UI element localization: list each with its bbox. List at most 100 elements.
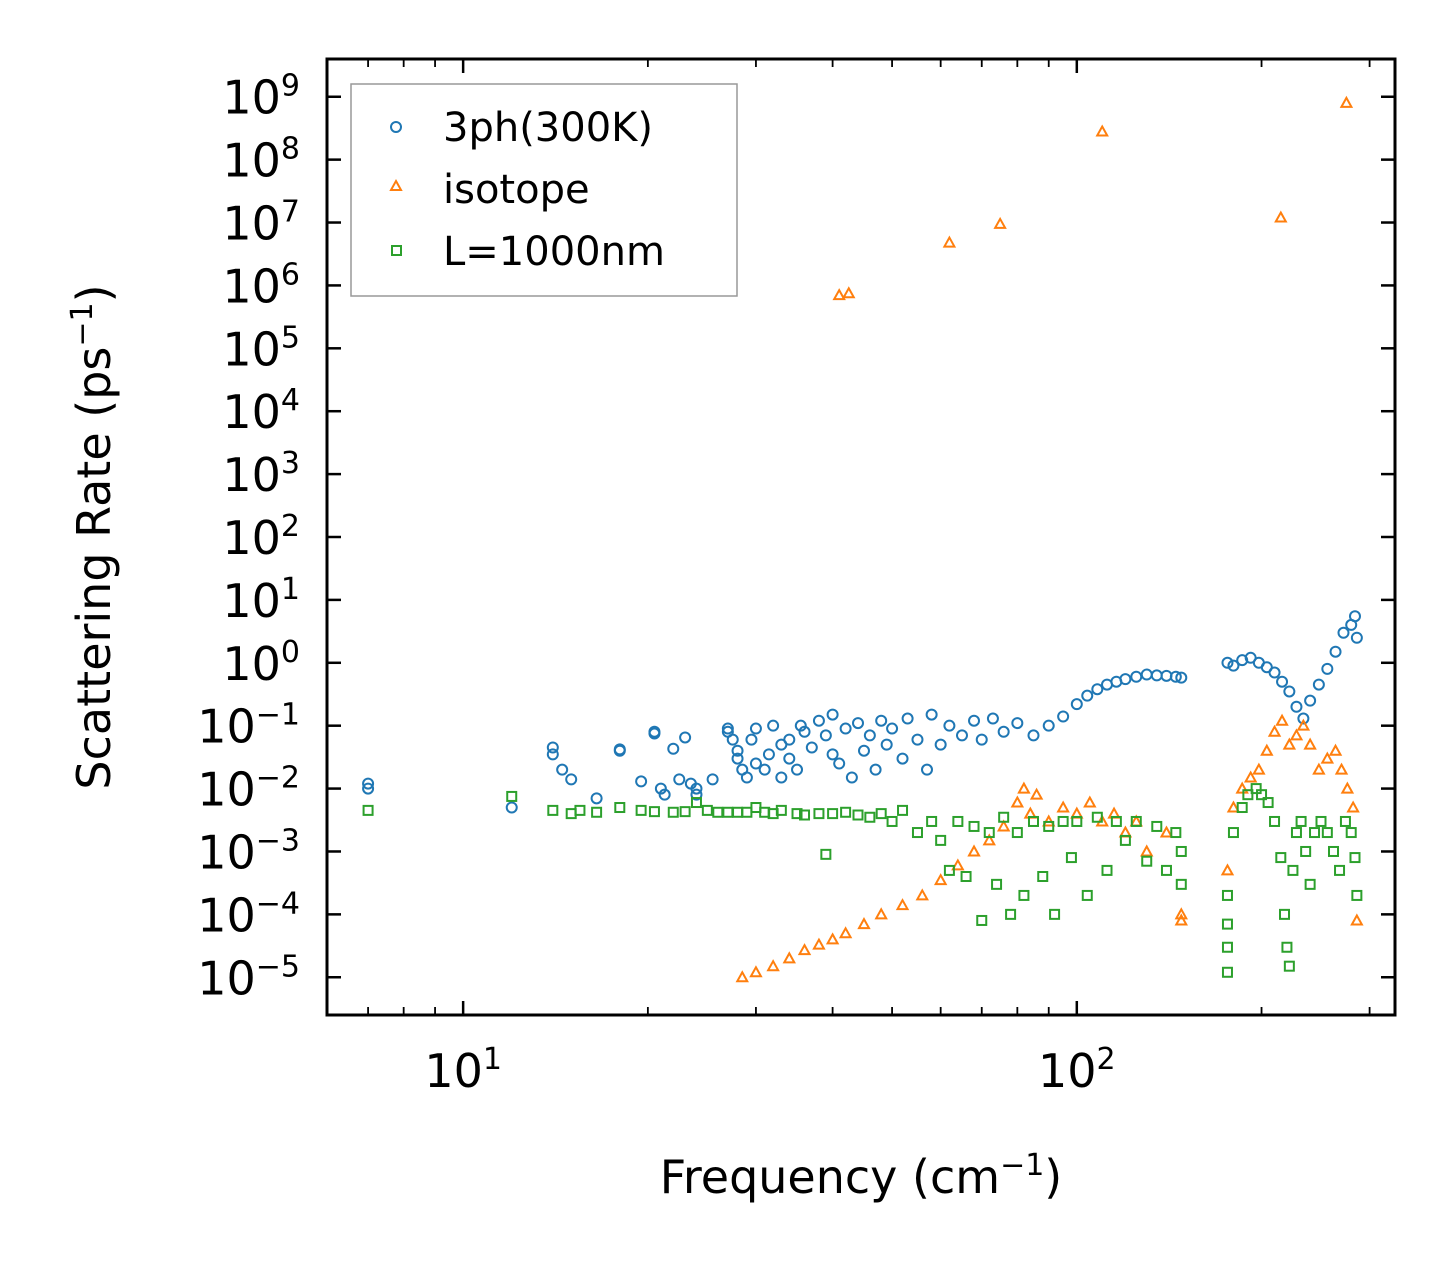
point-2-32 [911,827,923,839]
point-2-9 [667,806,679,818]
point-0-56 [886,722,899,735]
point-1-19 [933,873,948,886]
point-0-50 [852,717,865,730]
point-1-20 [951,858,965,871]
point-1-24 [1010,795,1025,808]
point-1-39 [1174,913,1188,926]
point-1-48 [1282,737,1297,750]
point-0-14 [658,788,671,801]
point-0-33 [762,748,775,761]
point-0-43 [812,714,825,727]
point-0-71 [1042,719,1055,732]
point-0-46 [826,748,839,761]
x-tick-label: 101 [424,1042,502,1098]
x-axis-title-sup: −1 [1000,1148,1044,1183]
point-2-93 [1351,889,1363,901]
point-2-34 [935,834,947,846]
point-2-81 [1290,827,1302,839]
data-marks [362,95,1364,983]
point-1-57 [1346,800,1360,813]
point-2-10 [679,806,691,818]
point-0-72 [1057,710,1070,723]
y-tick-label: 109 [222,69,300,125]
point-0-15 [667,742,680,755]
legend-marker-l1000nm [391,245,402,256]
point-2-7 [635,804,647,816]
point-1-42 [1235,781,1249,794]
point-0-12 [648,725,661,738]
point-2-36 [952,815,964,827]
y-tick-label: 10−3 [197,823,300,879]
point-2-85 [1309,827,1321,839]
y-axis-title-end: ) [67,284,121,302]
point-0-37 [783,733,796,746]
point-1-2 [942,235,957,248]
point-2-33 [926,815,938,827]
point-0-2 [505,801,518,814]
point-2-66 [1221,918,1233,930]
point-2-37 [960,871,972,883]
point-2-22 [799,809,811,821]
point-2-25 [827,808,839,820]
point-0-4 [546,748,559,761]
y-tick-label: 101 [222,572,300,628]
point-2-26 [840,806,852,818]
point-0-96 [1304,694,1317,707]
point-2-4 [574,804,586,816]
point-2-84 [1304,878,1316,890]
point-0-64 [955,729,968,742]
point-2-30 [886,815,898,827]
point-2-90 [1339,815,1351,827]
y-tick-label: 106 [222,257,300,313]
point-0-78 [1119,673,1132,686]
point-1-10 [782,951,796,964]
point-0-42 [805,741,818,754]
point-2-73 [1256,789,1268,801]
point-1-49 [1289,728,1304,741]
x-tick-label: 102 [1038,1042,1116,1098]
point-0-7 [590,792,603,805]
point-0-97 [1312,678,1325,691]
point-2-89 [1334,864,1346,876]
point-0-30 [749,722,762,735]
point-1-38 [1174,907,1188,920]
point-2-46 [1027,815,1039,827]
point-0-32 [758,763,771,776]
point-0-48 [839,722,852,735]
point-0-79 [1130,670,1143,683]
point-2-78 [1281,941,1293,953]
point-2-11 [690,797,702,809]
point-1-13 [825,932,840,945]
y-tick-label: 103 [222,446,300,502]
point-2-48 [1043,820,1055,832]
point-2-6 [614,802,626,814]
point-0-83 [1169,670,1182,683]
y-tick-label: 104 [222,383,300,439]
point-2-5 [591,806,603,818]
point-2-39 [976,914,988,926]
point-1-50 [1296,718,1311,731]
x-axis-title: Frequency (cm−1) [660,1148,1063,1204]
point-0-6 [565,773,578,786]
point-0-45 [826,708,839,721]
point-0-53 [869,763,882,776]
point-0-102 [1348,610,1361,623]
point-2-52 [1071,815,1083,827]
point-2-59 [1141,855,1153,867]
point-0-66 [975,733,988,746]
point-2-70 [1236,802,1248,814]
point-0-62 [934,738,947,751]
point-0-41 [798,725,811,738]
point-2-61 [1160,864,1172,876]
point-2-47 [1037,871,1049,883]
point-0-20 [690,788,703,801]
point-2-16 [741,806,753,818]
point-2-58 [1130,815,1142,827]
point-2-31 [897,804,909,816]
point-0-24 [726,733,739,746]
point-0-10 [635,775,648,788]
point-0-35 [775,771,788,784]
point-1-5 [1274,210,1288,223]
point-0-38 [783,752,796,765]
point-1-36 [1140,844,1154,857]
